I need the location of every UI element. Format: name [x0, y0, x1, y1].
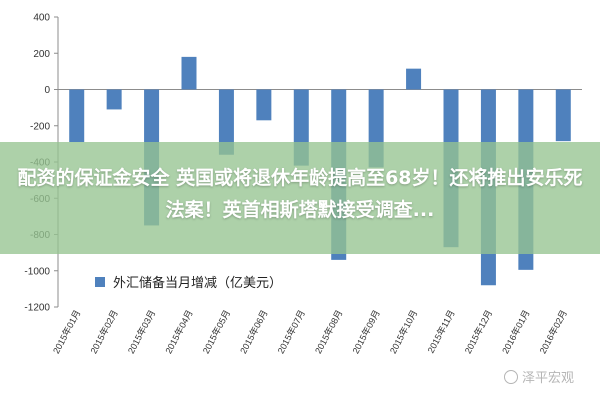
- watermark-text: 泽平宏观: [521, 371, 574, 386]
- bar: [406, 68, 422, 90]
- x-tick-label: 2015年06月: [237, 308, 269, 356]
- legend-label: 外汇储备当月增减（亿美元）: [113, 275, 282, 291]
- x-tick-label: 2015年12月: [462, 308, 494, 356]
- headline-banner[interactable]: 配资的保证金安全 英国或将退休年龄提高至68岁！还将推出安乐死法案！英首相斯塔默…: [0, 142, 600, 254]
- x-tick-label: 2015年04月: [162, 308, 194, 356]
- bar: [555, 89, 571, 142]
- bar: [256, 89, 272, 121]
- x-tick-label: 2015年05月: [200, 308, 232, 356]
- chart-legend: 外汇储备当月增减（亿美元）: [95, 275, 282, 291]
- y-tick-label: 400: [33, 13, 50, 24]
- x-tick-label: 2015年02月: [88, 308, 120, 356]
- y-tick-label: 0: [44, 85, 50, 96]
- bar: [181, 56, 197, 90]
- bar: [69, 89, 85, 143]
- x-tick-label: 2015年10月: [387, 308, 419, 356]
- x-tick-label: 2015年08月: [312, 308, 344, 356]
- y-tick-label: -1200: [24, 303, 50, 314]
- x-tick-label: 2015年07月: [275, 308, 307, 356]
- y-tick-label: -200: [30, 121, 50, 132]
- headline-text[interactable]: 配资的保证金安全 英国或将退休年龄提高至68岁！还将推出安乐死法案！英首相斯塔默…: [17, 167, 583, 221]
- bar: [106, 89, 122, 110]
- x-tick-label: 2015年11月: [425, 308, 457, 355]
- x-tick-label: 2016年02月: [537, 308, 569, 356]
- x-tick-label: 2015年09月: [350, 308, 382, 356]
- x-tick-label: 2015年03月: [125, 308, 157, 356]
- x-tick-label: 2015年01月: [50, 308, 82, 356]
- y-tick-label: -1000: [24, 266, 50, 277]
- y-tick-label: 200: [33, 49, 50, 60]
- watermark: 泽平宏观: [503, 367, 574, 386]
- watermark-logo-icon: [503, 369, 518, 384]
- bar: [218, 89, 234, 155]
- legend-swatch: [95, 277, 105, 287]
- x-tick-label: 2016年01月: [499, 308, 531, 356]
